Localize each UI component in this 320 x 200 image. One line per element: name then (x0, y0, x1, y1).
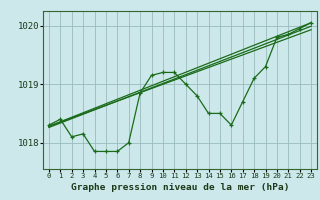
X-axis label: Graphe pression niveau de la mer (hPa): Graphe pression niveau de la mer (hPa) (71, 183, 289, 192)
